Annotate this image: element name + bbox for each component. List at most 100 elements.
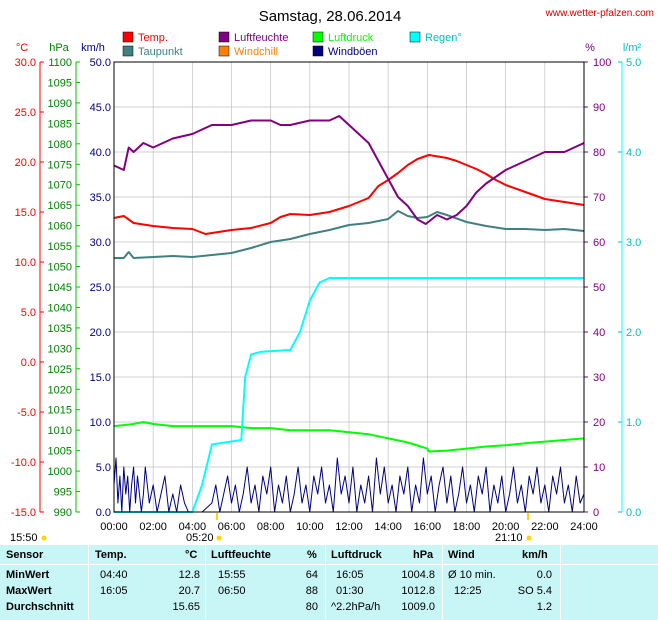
min-hum-time: 15:55 xyxy=(218,569,246,581)
y-tick-label: 1050 xyxy=(48,262,72,274)
y-tick-label: 80 xyxy=(593,147,605,159)
y-tick-label: 100 xyxy=(593,57,611,69)
legend-label: Windböen xyxy=(328,46,378,58)
y-tick-label: 20.0 xyxy=(15,157,36,169)
legend-swatch xyxy=(218,31,230,43)
y-tick-label: 990 xyxy=(54,507,72,519)
max-wind-value: SO 5.4 xyxy=(517,585,552,597)
x-tick-label: 22:00 xyxy=(531,521,559,533)
y-tick-label: 4.0 xyxy=(626,147,641,159)
y-tick-label: 50 xyxy=(593,282,605,294)
y-tick-label: 0.0 xyxy=(21,357,36,369)
y-tick-label: 5.0 xyxy=(21,307,36,319)
x-axis: 00:00 02:00 04:00 06:00 08:00 10:00 12:00 14:00… xyxy=(100,521,598,533)
y-tick-label: 1060 xyxy=(48,221,72,233)
series-line-windb-en xyxy=(113,457,585,513)
y-tick-label: 30.0 xyxy=(90,237,111,249)
x-tick-label: 04:00 xyxy=(179,521,207,533)
y-tick-label: 10.0 xyxy=(15,257,36,269)
website-link[interactable]: www.wetter-pfalzen.com xyxy=(545,8,654,19)
legend-label: Regen° xyxy=(425,32,462,44)
plot-frame xyxy=(113,61,585,513)
unit-lm2: l/m² xyxy=(623,42,642,54)
y-tick-label: 25.0 xyxy=(15,107,36,119)
max-hum-value: 88 xyxy=(305,585,318,597)
y-tick-label: 1.0 xyxy=(626,417,641,429)
series-line-luftfeuchte xyxy=(113,115,585,225)
row-label: MinWert xyxy=(6,569,50,581)
stats-table: Sensor Temp. °C Luftfeuchte % Luftdruck … xyxy=(0,545,658,620)
y-tick-label: 1055 xyxy=(48,241,72,253)
y-tick-label: 5.0 xyxy=(96,462,111,474)
legend-swatch xyxy=(312,31,324,43)
x-tick-label: 20:00 xyxy=(492,521,520,533)
left-time-label: 15:50 xyxy=(10,532,38,544)
legend-label: Taupunkt xyxy=(138,46,183,58)
y-tick-label: 1000 xyxy=(48,466,72,478)
x-tick-label: 12:00 xyxy=(335,521,363,533)
y-tick-label: 1075 xyxy=(48,159,72,171)
header-humidity-unit: % xyxy=(307,549,317,561)
x-tick-label: 18:00 xyxy=(453,521,481,533)
header-temp: Temp. xyxy=(95,549,127,561)
min-temp-value: 12.8 xyxy=(178,569,200,581)
axis-units: °C hPa km/h % l/m² xyxy=(16,42,642,54)
y-tick-label: 1005 xyxy=(48,446,72,458)
max-press-value: 1012.8 xyxy=(401,585,435,597)
x-tick-label: 10:00 xyxy=(296,521,324,533)
y-tick-label: 0.0 xyxy=(96,507,111,519)
left-sun-icon xyxy=(41,535,47,541)
y-tick-label: 15.0 xyxy=(90,372,111,384)
min-wind-value: 0.0 xyxy=(536,569,552,581)
unit-hpa: hPa xyxy=(49,42,69,54)
header-humidity: Luftfeuchte xyxy=(211,549,271,561)
y-tick-label: 10.0 xyxy=(90,417,111,429)
y-tick-label: 70 xyxy=(593,192,605,204)
y-tick-label: 1020 xyxy=(48,384,72,396)
chart-title: Samstag, 28.06.2014 xyxy=(259,8,402,25)
y-tick-label: 2.0 xyxy=(626,327,641,339)
legend-swatch xyxy=(312,45,324,57)
y-tick-label: 1040 xyxy=(48,302,72,314)
max-temp-value: 20.7 xyxy=(178,585,200,597)
max-temp-time: 16:05 xyxy=(100,585,128,597)
header-sensor: Sensor xyxy=(6,549,44,561)
header-pressure-unit: hPa xyxy=(413,549,434,561)
avg-temp-value: 15.65 xyxy=(172,601,200,613)
series-lines xyxy=(113,115,585,513)
y-tick-label: 1065 xyxy=(48,200,72,212)
row-label: MaxWert xyxy=(6,585,52,597)
sunset-label: 21:10 xyxy=(495,532,523,544)
sunrise-icon xyxy=(216,535,222,541)
x-tick-label: 24:00 xyxy=(570,521,598,533)
y-tick-label: 45.0 xyxy=(90,102,111,114)
legend-swatch xyxy=(409,31,421,43)
legend-swatch xyxy=(122,45,134,57)
row-label: Durchschnitt xyxy=(6,601,74,613)
sunrise-marker xyxy=(216,513,218,520)
y-tick-label: 30 xyxy=(593,372,605,384)
y-tick-label: 1070 xyxy=(48,180,72,192)
y-tick-label: 995 xyxy=(54,487,72,499)
unit-kmh: km/h xyxy=(81,42,105,54)
header-wind: Wind xyxy=(448,549,475,561)
y-tick-label: 0 xyxy=(593,507,599,519)
y-tick-label: 1080 xyxy=(48,139,72,151)
y-axes: 30.0 25.0 20.0 15.0 10.0 5.0 0.0 -5.0 -10.0 -15.0… xyxy=(11,57,641,519)
press-trend: ^2.2hPa/h xyxy=(331,601,381,613)
y-tick-label: -5.0 xyxy=(17,407,36,419)
avg-press-value: 1009.0 xyxy=(401,601,435,613)
min-press-time: 16:05 xyxy=(336,569,364,581)
y-tick-label: 35.0 xyxy=(90,192,111,204)
y-tick-label: 0.0 xyxy=(626,507,641,519)
y-tick-label: 5.0 xyxy=(626,57,641,69)
y-tick-label: 1085 xyxy=(48,118,72,130)
y-tick-label: 15.0 xyxy=(15,207,36,219)
y-tick-label: -15.0 xyxy=(11,507,36,519)
sunrise-label: 05:20 xyxy=(186,532,214,544)
sun-markers: 15:50 05:20 21:10 xyxy=(10,513,532,544)
legend-label: Temp. xyxy=(138,32,168,44)
y-tick-label: 1030 xyxy=(48,343,72,355)
header-temp-unit: °C xyxy=(185,549,198,561)
y-tick-label: 1025 xyxy=(48,364,72,376)
